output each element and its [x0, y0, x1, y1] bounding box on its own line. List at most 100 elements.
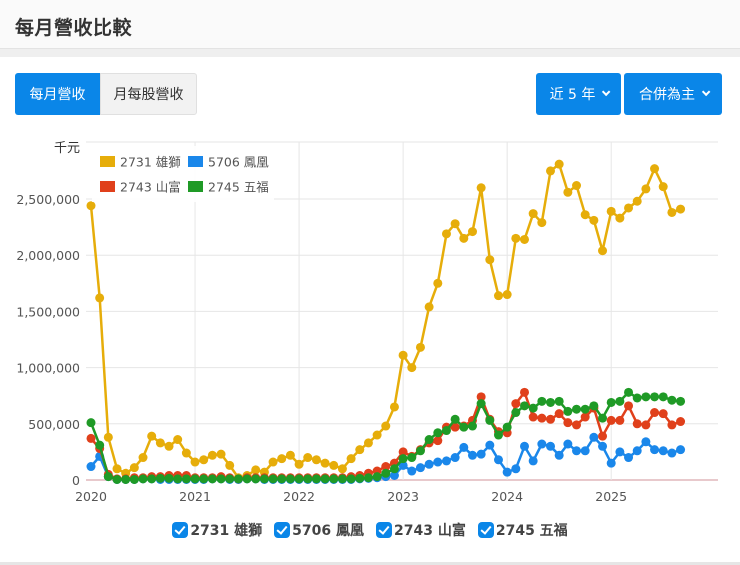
data-point[interactable] [598, 413, 608, 423]
checkbox-checked-icon[interactable] [172, 522, 189, 538]
data-point[interactable] [251, 474, 261, 484]
data-point[interactable] [398, 350, 408, 360]
data-point[interactable] [580, 446, 590, 456]
toggle-2731[interactable]: 2731 雄獅 [172, 520, 262, 540]
data-point[interactable] [658, 409, 668, 419]
data-point[interactable] [155, 438, 165, 448]
data-point[interactable] [563, 418, 573, 428]
data-point[interactable] [572, 446, 582, 456]
data-point[interactable] [624, 203, 634, 213]
data-point[interactable] [511, 408, 521, 418]
checkbox-checked-icon[interactable] [274, 522, 291, 538]
data-point[interactable] [641, 420, 651, 430]
data-point[interactable] [372, 430, 382, 440]
data-point[interactable] [632, 446, 642, 456]
data-point[interactable] [476, 392, 486, 402]
data-point[interactable] [511, 464, 521, 474]
data-point[interactable] [459, 233, 469, 243]
data-point[interactable] [441, 456, 451, 466]
data-point[interactable] [138, 453, 148, 463]
data-point[interactable] [112, 464, 122, 474]
data-point[interactable] [520, 234, 529, 244]
data-point[interactable] [407, 363, 417, 373]
data-point[interactable] [190, 474, 200, 484]
data-point[interactable] [294, 474, 304, 484]
data-point[interactable] [580, 412, 590, 422]
data-point[interactable] [320, 458, 330, 468]
data-point[interactable] [459, 442, 469, 452]
data-point[interactable] [164, 473, 174, 483]
data-point[interactable] [493, 430, 503, 440]
data-point[interactable] [337, 474, 347, 484]
data-point[interactable] [546, 441, 556, 451]
data-point[interactable] [493, 455, 503, 465]
data-point[interactable] [337, 464, 347, 474]
data-point[interactable] [433, 278, 443, 288]
data-point[interactable] [467, 450, 477, 460]
data-point[interactable] [598, 431, 608, 441]
data-point[interactable] [606, 397, 616, 407]
data-point[interactable] [615, 213, 625, 223]
data-point[interactable] [173, 435, 183, 445]
data-point[interactable] [268, 474, 278, 484]
data-point[interactable] [667, 395, 677, 405]
data-point[interactable] [320, 474, 330, 484]
data-point[interactable] [441, 229, 451, 239]
data-point[interactable] [112, 474, 122, 484]
data-point[interactable] [355, 473, 365, 483]
data-point[interactable] [502, 422, 512, 432]
data-point[interactable] [554, 450, 564, 460]
data-point[interactable] [346, 454, 356, 464]
period-dropdown[interactable]: 近 5 年 [536, 73, 621, 115]
data-point[interactable] [173, 474, 183, 484]
data-point[interactable] [303, 474, 313, 484]
data-point[interactable] [199, 474, 209, 484]
data-point[interactable] [216, 449, 226, 459]
data-point[interactable] [589, 215, 599, 225]
data-point[interactable] [598, 441, 608, 451]
data-point[interactable] [676, 204, 686, 214]
data-point[interactable] [615, 396, 625, 406]
data-point[interactable] [285, 474, 295, 484]
data-point[interactable] [537, 413, 547, 423]
data-point[interactable] [632, 393, 642, 403]
data-point[interactable] [537, 218, 547, 228]
data-point[interactable] [329, 460, 339, 470]
data-point[interactable] [389, 471, 399, 481]
tab-monthly-revenue[interactable]: 每月營收 [15, 73, 100, 115]
data-point[interactable] [86, 433, 96, 443]
data-point[interactable] [563, 187, 573, 197]
data-point[interactable] [441, 426, 451, 436]
basis-dropdown[interactable]: 合併為主 [624, 73, 722, 115]
data-point[interactable] [641, 184, 651, 194]
data-point[interactable] [658, 182, 668, 192]
data-point[interactable] [129, 474, 139, 484]
data-point[interactable] [381, 468, 391, 478]
data-point[interactable] [528, 412, 538, 422]
data-point[interactable] [199, 455, 209, 465]
data-point[interactable] [650, 392, 660, 402]
data-point[interactable] [485, 440, 495, 450]
data-point[interactable] [147, 474, 157, 484]
data-point[interactable] [615, 447, 625, 457]
data-point[interactable] [311, 474, 321, 484]
data-point[interactable] [381, 462, 391, 472]
data-point[interactable] [658, 392, 668, 402]
data-point[interactable] [572, 420, 582, 430]
data-point[interactable] [389, 402, 399, 412]
data-point[interactable] [632, 419, 642, 429]
data-point[interactable] [580, 404, 590, 414]
data-point[interactable] [424, 302, 434, 312]
data-point[interactable] [407, 466, 417, 476]
data-point[interactable] [528, 403, 538, 413]
data-point[interactable] [415, 342, 425, 352]
data-point[interactable] [572, 181, 582, 191]
data-point[interactable] [641, 392, 651, 402]
data-point[interactable] [554, 159, 564, 169]
data-point[interactable] [520, 441, 529, 451]
data-point[interactable] [129, 463, 139, 473]
data-point[interactable] [624, 401, 634, 411]
data-point[interactable] [181, 474, 191, 484]
data-point[interactable] [467, 227, 477, 237]
data-point[interactable] [433, 428, 443, 438]
